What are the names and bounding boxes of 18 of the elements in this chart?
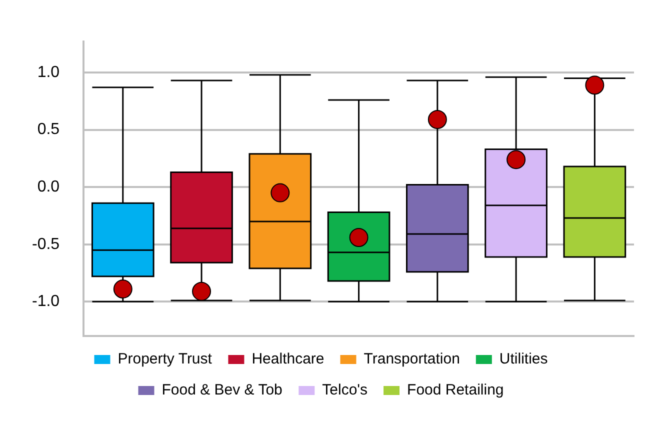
point [506, 150, 526, 170]
point [192, 282, 212, 301]
legend-label: Healthcare [252, 350, 324, 368]
point [428, 110, 447, 129]
point [113, 280, 132, 299]
legend-label: Transportation [364, 350, 460, 368]
y-tick-label: -0.5 [32, 236, 60, 253]
legend-label: Food Retailing [407, 382, 504, 399]
legend-label: Utilities [499, 350, 548, 368]
point [270, 183, 290, 202]
point [585, 76, 604, 95]
legend-label: Food & Bev & Tob [162, 382, 282, 399]
y-tick-label: 1.0 [37, 64, 60, 81]
y-tick-label: 0.0 [37, 178, 60, 196]
y-tick-label: 0.5 [37, 121, 60, 138]
legend-label: Telco's [322, 382, 368, 399]
y-tick-label: -1.0 [32, 293, 60, 310]
legend-label: Property Trust [118, 350, 213, 368]
